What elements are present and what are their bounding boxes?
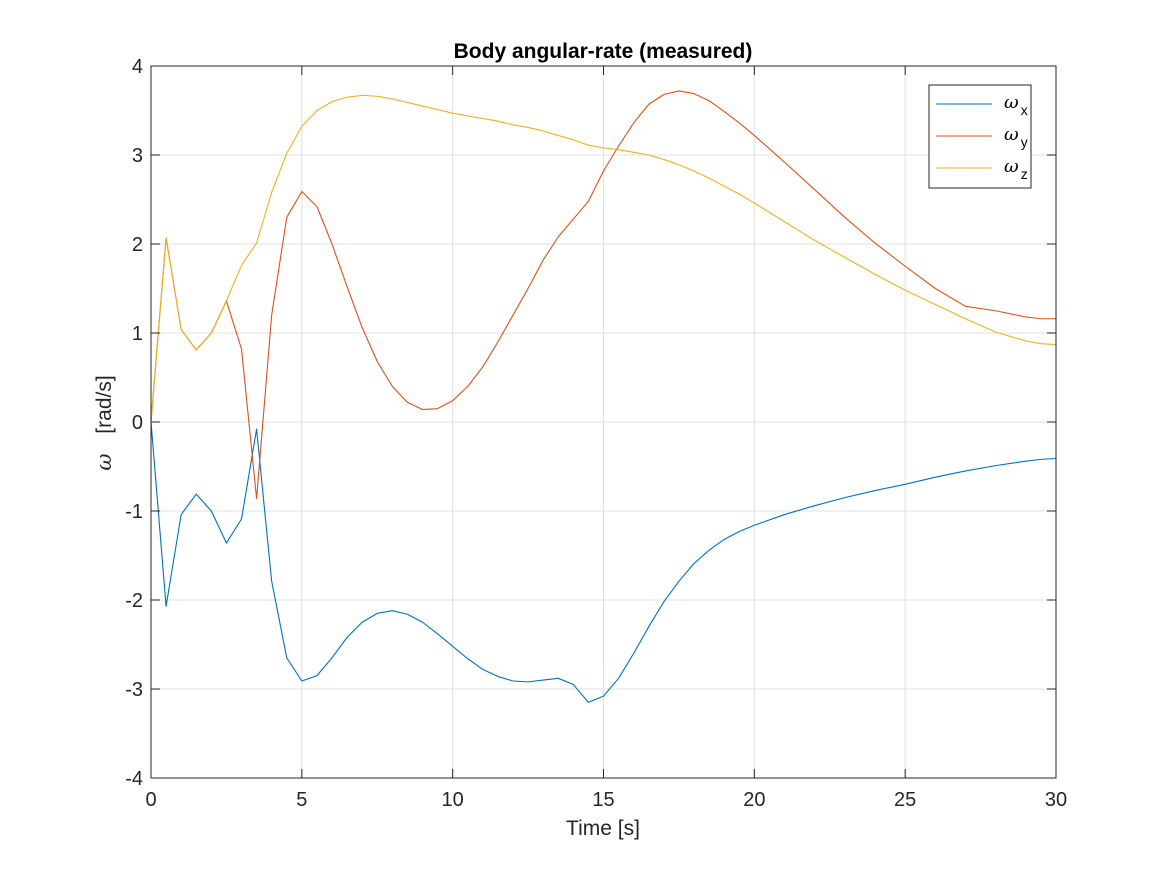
y-tick-label: -2 <box>125 590 143 612</box>
chart-title: Body angular-rate (measured) <box>454 40 753 63</box>
x-tick-label: 0 <box>145 789 156 811</box>
x-tick-label: 30 <box>1045 789 1067 811</box>
y-axis-label: ω [rad/s] <box>92 375 116 470</box>
y-axis-label-unit: [rad/s] <box>93 375 116 433</box>
y-tick-label: 2 <box>132 234 143 256</box>
x-tick-label: 20 <box>743 789 765 811</box>
legend: ω x ω y ω z <box>928 84 1032 189</box>
series-line-1 <box>150 421 1057 703</box>
grid <box>151 66 1056 778</box>
y-tick-label: 3 <box>132 145 143 167</box>
y-tick-label: 4 <box>132 56 143 78</box>
series-line-3 <box>150 94 1057 423</box>
y-tick-label: 1 <box>132 323 143 345</box>
x-axis-label: Time [s] <box>566 817 640 840</box>
series-line-2 <box>150 90 1056 500</box>
x-tick-label: 10 <box>442 789 464 811</box>
y-tick-label: -3 <box>125 679 143 701</box>
y-axis-label-symbol: ω <box>92 454 116 471</box>
y-tick-label: -4 <box>125 768 143 790</box>
series-layer <box>150 90 1057 703</box>
x-tick-label: 15 <box>592 789 614 811</box>
x-tick-label: 25 <box>894 789 916 811</box>
x-tick-label: 5 <box>296 789 307 811</box>
y-tick-label: 0 <box>132 412 143 434</box>
svg-text:ω [rad/s]: ω [rad/s] <box>92 375 116 470</box>
ticks: 0 5 10 15 20 25 30 -4 -3 -2 -1 0 1 2 3 4 <box>125 56 1067 811</box>
y-tick-label: -1 <box>125 501 143 523</box>
